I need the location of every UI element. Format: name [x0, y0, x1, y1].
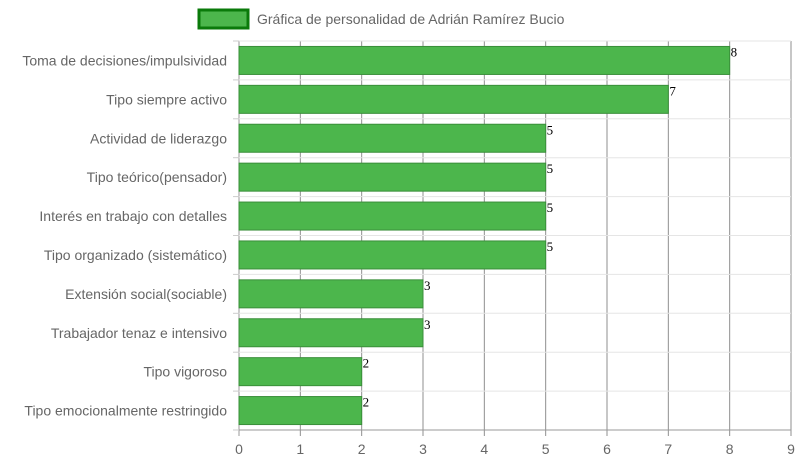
bar-4[interactable] — [238, 201, 547, 231]
x-tick-label-0: 0 — [235, 441, 243, 457]
category-label-6: Extensión social(sociable) — [65, 286, 227, 302]
legend[interactable]: Gráfica de personalidad de Adrián Ramíre… — [197, 8, 565, 30]
bar-6[interactable] — [238, 279, 424, 309]
category-label-9: Tipo emocionalmente restringido — [24, 403, 227, 419]
value-label-0: 8 — [731, 44, 738, 59]
value-label-3: 5 — [547, 161, 554, 176]
category-label-4: Interés en trabajo con detalles — [39, 208, 227, 224]
value-label-6: 3 — [424, 278, 431, 293]
category-label-0: Toma de decisiones/impulsividad — [22, 52, 227, 68]
value-label-7: 3 — [424, 317, 431, 332]
category-label-2: Actividad de liderazgo — [90, 130, 227, 146]
category-label-5: Tipo organizado (sistemático) — [44, 247, 227, 263]
bar-0[interactable] — [238, 45, 731, 75]
bar-2[interactable] — [238, 123, 547, 153]
x-tick-label-9: 9 — [787, 441, 795, 457]
category-label-3: Tipo teórico(pensador) — [87, 169, 227, 185]
bar-9[interactable] — [238, 396, 363, 426]
x-tick-label-3: 3 — [419, 441, 427, 457]
bars — [238, 45, 731, 426]
legend-swatch[interactable] — [197, 8, 250, 30]
category-label-8: Tipo vigoroso — [143, 364, 227, 380]
value-label-9: 2 — [363, 395, 370, 410]
value-label-5: 5 — [547, 239, 554, 254]
value-label-2: 5 — [547, 122, 554, 137]
bar-1[interactable] — [238, 84, 669, 114]
bar-7[interactable] — [238, 318, 424, 348]
x-tick-label-1: 1 — [296, 441, 304, 457]
x-tick-label-6: 6 — [603, 441, 611, 457]
value-label-1: 7 — [669, 83, 676, 98]
category-label-1: Tipo siempre activo — [106, 91, 227, 107]
bar-8[interactable] — [238, 357, 363, 387]
legend-label[interactable]: Gráfica de personalidad de Adrián Ramíre… — [257, 11, 565, 27]
bar-5[interactable] — [238, 240, 547, 270]
value-labels: 8 7 5 5 5 5 3 3 2 2 — [363, 44, 738, 409]
bar-3[interactable] — [238, 162, 547, 192]
x-tick-label-7: 7 — [664, 441, 672, 457]
value-label-8: 2 — [363, 356, 370, 371]
category-labels: Toma de decisiones/impulsividad Tipo siem… — [22, 52, 227, 418]
x-tick-label-8: 8 — [726, 441, 734, 457]
x-tick-label-5: 5 — [542, 441, 550, 457]
x-axis: 0 1 2 3 4 5 6 7 8 9 — [235, 441, 795, 457]
x-tick-label-2: 2 — [358, 441, 366, 457]
x-tick-label-4: 4 — [480, 441, 488, 457]
category-label-7: Trabajador tenaz e intensivo — [51, 325, 227, 341]
value-label-4: 5 — [547, 200, 554, 215]
